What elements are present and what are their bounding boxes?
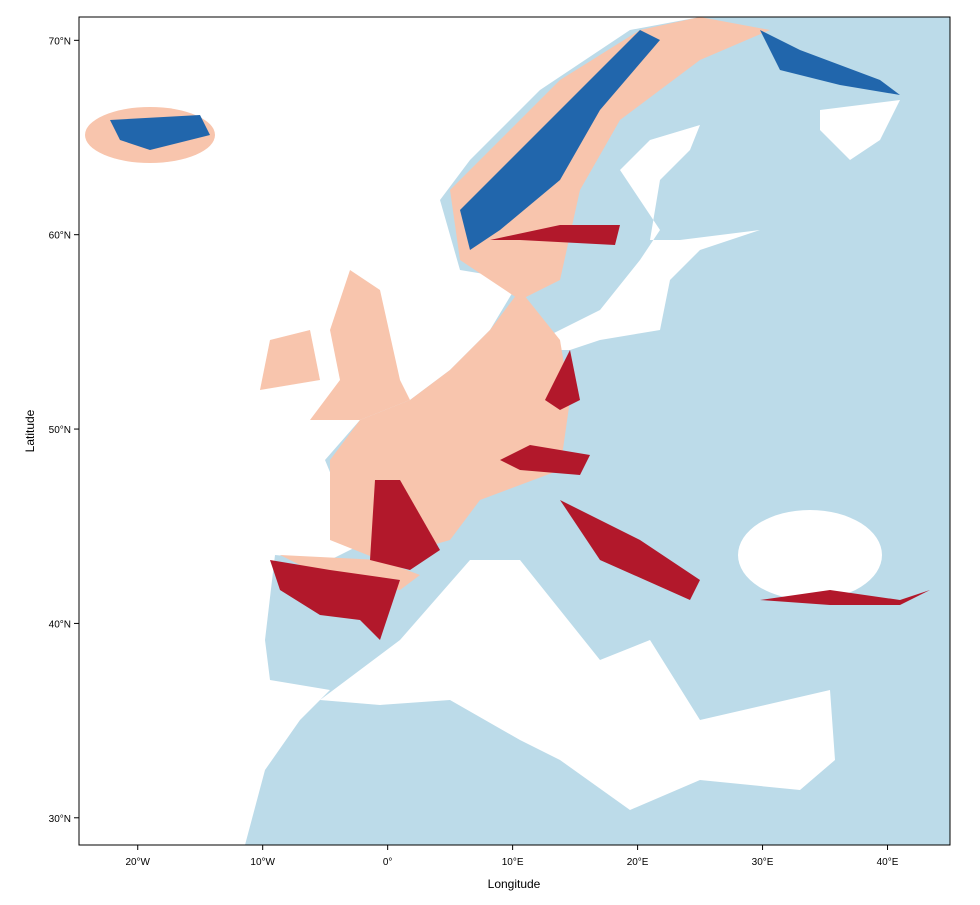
x-tick-label: 10°W xyxy=(250,857,275,868)
region-moderate xyxy=(450,17,770,300)
y-tick-label: 70°N xyxy=(49,36,71,47)
region-high xyxy=(270,560,400,640)
region-low xyxy=(460,30,660,250)
region-high xyxy=(560,500,700,600)
region-high xyxy=(760,590,930,605)
region-high xyxy=(490,225,620,245)
region-low xyxy=(760,30,900,95)
region-high xyxy=(500,445,590,475)
baltic-sea xyxy=(520,125,760,350)
region-high xyxy=(545,350,580,410)
y-tick-label: 60°N xyxy=(49,231,71,242)
x-tick-label: 10°E xyxy=(502,857,524,868)
black-sea xyxy=(738,510,882,600)
y-tick-label: 40°N xyxy=(49,619,71,630)
x-axis-label: Longitude xyxy=(488,877,541,891)
y-tick-label: 30°N xyxy=(49,814,71,825)
region-moderate xyxy=(260,330,320,390)
region-moderate xyxy=(310,270,410,420)
map-layer xyxy=(85,17,950,845)
y-tick-label: 50°N xyxy=(49,425,71,436)
x-tick-label: 40°E xyxy=(877,857,899,868)
plot-frame xyxy=(78,16,951,846)
x-tick-label: 20°W xyxy=(125,857,150,868)
x-tick-label: 30°E xyxy=(752,857,774,868)
x-tick-label: 0° xyxy=(383,857,393,868)
y-axis-label: Latitude xyxy=(23,409,37,452)
mediterranean-sea xyxy=(320,560,835,810)
x-tick-label: 20°E xyxy=(627,857,649,868)
region-low xyxy=(110,115,210,150)
white-sea xyxy=(820,100,900,160)
region-high xyxy=(370,480,440,570)
